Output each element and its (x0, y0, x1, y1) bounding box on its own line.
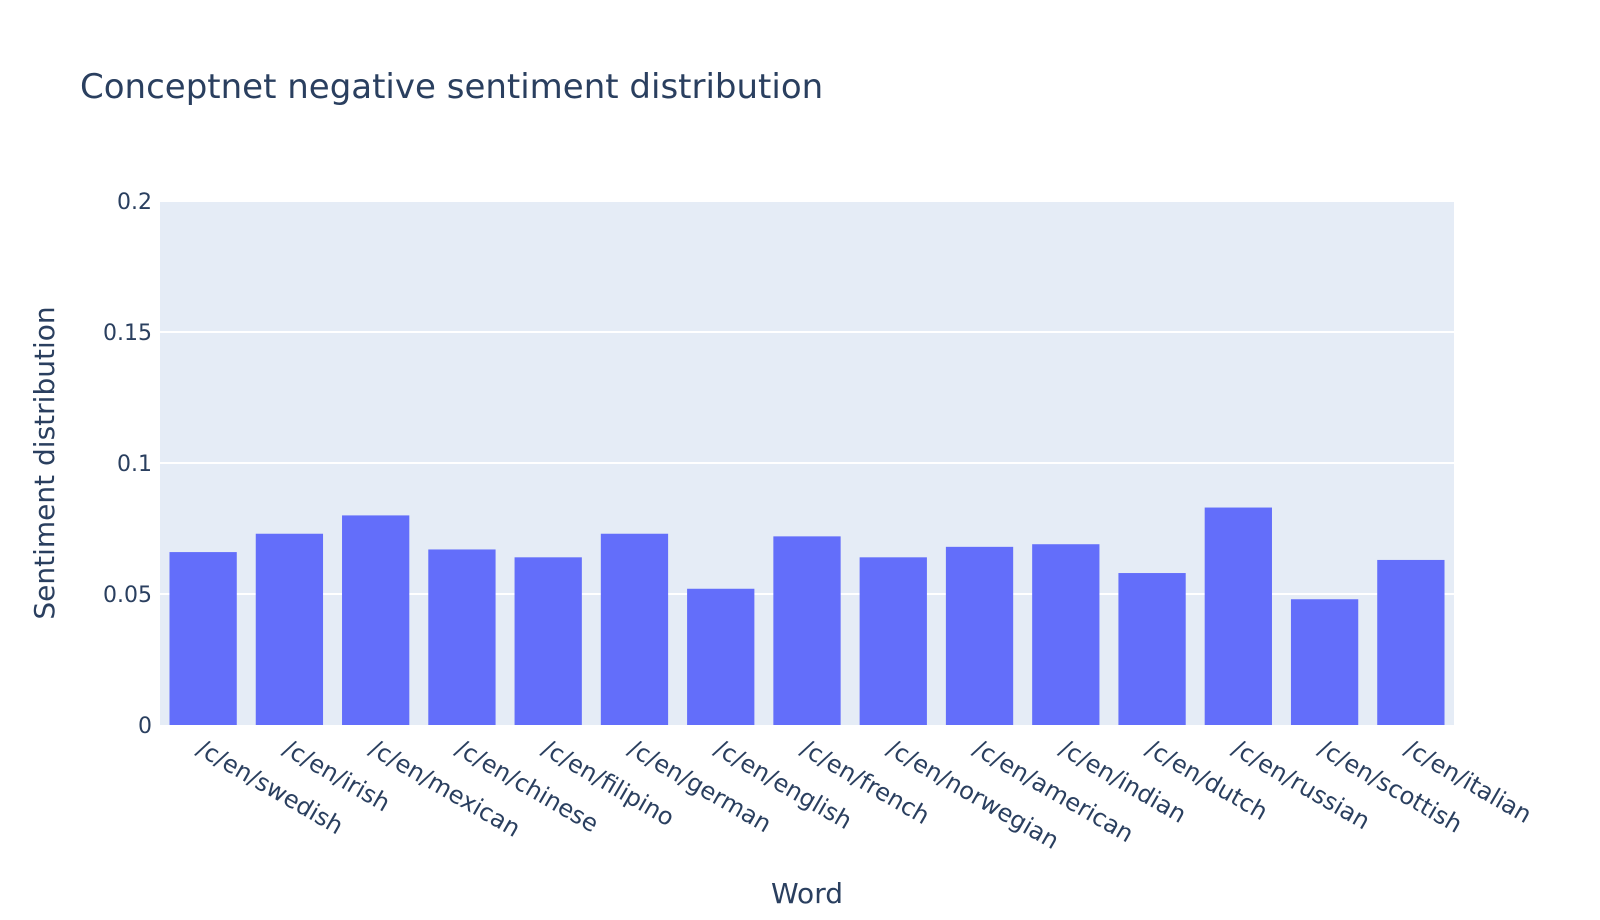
bar[interactable] (514, 557, 582, 725)
bar[interactable] (342, 515, 410, 725)
x-axis-ticks: /c/en/swedish/c/en/irish/c/en/mexican/c/… (192, 734, 1536, 855)
y-tick-label: 0 (138, 714, 152, 739)
bar[interactable] (1032, 544, 1100, 725)
x-tick-label: /c/en/mexican (365, 734, 525, 843)
bar[interactable] (1118, 573, 1186, 725)
bar[interactable] (1377, 559, 1445, 725)
x-tick-label: /c/en/chinese (451, 734, 603, 838)
y-tick-label: 0.05 (103, 583, 152, 608)
y-axis-ticks: 0 0.05 0.1 0.15 0.2 (103, 190, 152, 739)
y-tick-label: 0.1 (117, 452, 152, 477)
y-tick-label: 0.2 (117, 190, 152, 215)
bar[interactable] (773, 536, 841, 725)
bar[interactable] (687, 588, 755, 725)
bars (169, 507, 1445, 725)
bar[interactable] (428, 549, 496, 725)
bar[interactable] (945, 546, 1014, 725)
bar[interactable] (1204, 507, 1272, 725)
bar[interactable] (1290, 599, 1359, 725)
y-tick-label: 0.15 (103, 321, 152, 346)
x-tick-label: /c/en/german (623, 734, 776, 838)
x-tick-label: /c/en/swedish (192, 734, 348, 840)
bar[interactable] (859, 557, 927, 725)
y-axis-title: Sentiment distribution (28, 306, 61, 619)
chart-title: Conceptnet negative sentiment distributi… (80, 67, 823, 107)
bar[interactable] (600, 533, 669, 725)
bar[interactable] (169, 552, 237, 725)
x-tick-label: /c/en/scottish (1314, 734, 1467, 839)
bar[interactable] (255, 533, 324, 725)
x-axis-title: Word (771, 877, 843, 910)
